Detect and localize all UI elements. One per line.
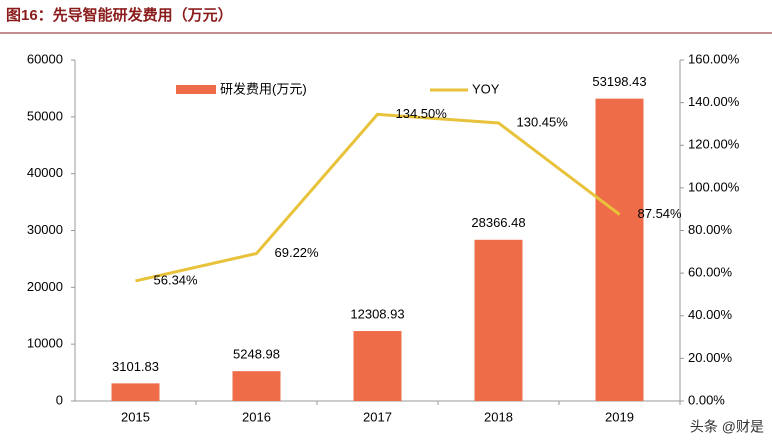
legend-label: 研发费用(万元): [220, 81, 307, 96]
bar: [595, 98, 644, 402]
bar-value-label: 5248.98: [233, 347, 280, 362]
y2-tick-label: 80.00%: [688, 222, 733, 237]
watermark: 头条 @财是: [690, 419, 764, 435]
bar: [111, 383, 160, 401]
legend-swatch: [176, 85, 216, 94]
y-tick-label: 40000: [27, 165, 63, 180]
line-value-label: 87.54%: [638, 206, 683, 221]
y-tick-label: 10000: [27, 336, 63, 351]
y-tick-label: 60000: [27, 51, 63, 66]
x-tick-label: 2017: [363, 409, 392, 424]
y-tick-label: 0: [56, 392, 63, 407]
x-tick-label: 2015: [121, 409, 150, 424]
y2-tick-label: 60.00%: [688, 265, 733, 280]
bar-value-label: 3101.83: [112, 359, 159, 374]
bar: [474, 239, 523, 401]
bar-value-label: 12308.93: [350, 306, 404, 321]
y2-tick-label: 0.00%: [688, 392, 725, 407]
y2-tick-label: 100.00%: [688, 179, 740, 194]
y-tick-label: 30000: [27, 222, 63, 237]
y-tick-label: 20000: [27, 279, 63, 294]
chart-title: 图16：先导智能研发费用（万元）: [6, 6, 233, 24]
y2-tick-label: 20.00%: [688, 350, 733, 365]
x-tick-label: 2016: [242, 409, 271, 424]
y2-tick-label: 160.00%: [688, 51, 740, 66]
y-tick-label: 50000: [27, 108, 63, 123]
x-tick-label: 2019: [605, 409, 634, 424]
line-value-label: 56.34%: [154, 272, 199, 287]
line: [135, 112, 621, 283]
x-tick-label: 2018: [484, 409, 513, 424]
legend-label: YOY: [472, 81, 500, 96]
bar-value-label: 28366.48: [471, 215, 525, 230]
line-value-label: 134.50%: [396, 106, 448, 121]
y2-tick-label: 40.00%: [688, 307, 733, 322]
line-value-label: 69.22%: [275, 245, 320, 260]
bar: [232, 371, 281, 401]
bar: [353, 331, 402, 401]
line-value-label: 130.45%: [517, 114, 569, 129]
bar-value-label: 53198.43: [592, 74, 646, 89]
y2-tick-label: 120.00%: [688, 137, 740, 152]
y2-tick-label: 140.00%: [688, 94, 740, 109]
